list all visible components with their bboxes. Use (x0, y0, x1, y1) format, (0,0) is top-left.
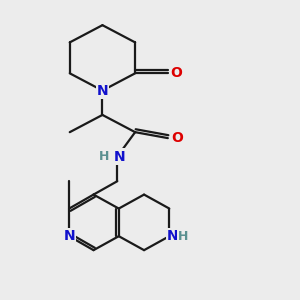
Text: H: H (178, 230, 188, 243)
Text: N: N (114, 149, 125, 164)
Text: H: H (99, 150, 109, 163)
Text: O: O (171, 131, 183, 145)
Text: N: N (97, 84, 108, 98)
Text: N: N (167, 229, 179, 243)
Text: O: O (170, 66, 182, 80)
Text: N: N (63, 229, 75, 243)
